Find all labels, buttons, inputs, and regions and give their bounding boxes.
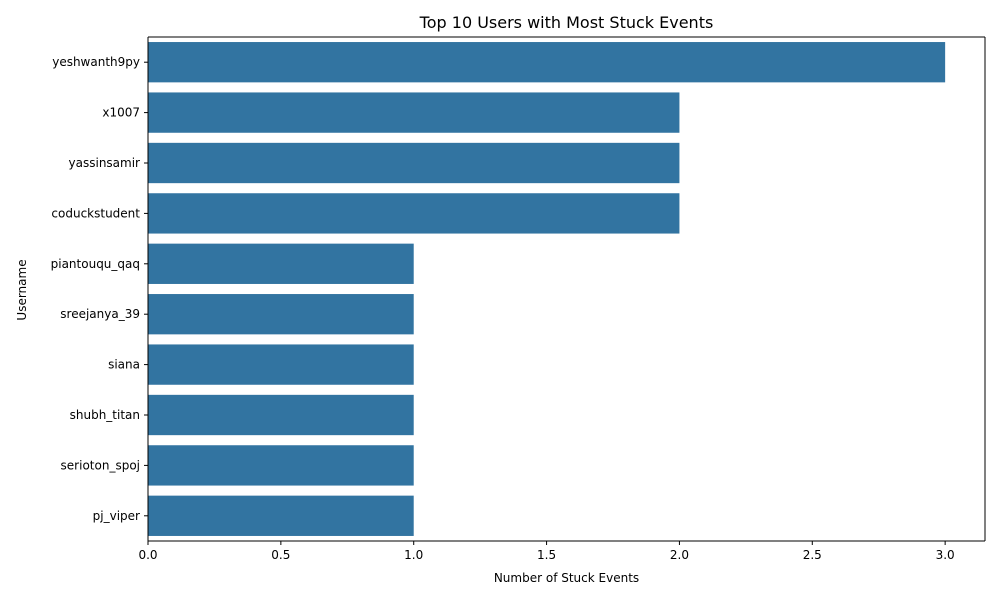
bar-shubh_titan <box>148 394 414 436</box>
y-tick-label: yeshwanth9py <box>52 55 140 69</box>
axis-spines <box>147 36 986 542</box>
y-tick-label: pj_viper <box>93 509 140 523</box>
x-tick-label: 0.5 <box>271 548 290 562</box>
chart-title: Top 10 Users with Most Stuck Events <box>419 13 714 32</box>
bar-sreejanya_39 <box>148 294 414 335</box>
bar-piantouqu_qaq <box>148 243 414 284</box>
bar-coduckstudent <box>148 193 680 234</box>
x-axis-ticks: 0.0 0.5 1.0 1.5 2.0 2.5 3.0 <box>138 541 955 562</box>
y-tick-label: x1007 <box>102 106 140 120</box>
x-tick-label: 0.0 <box>138 548 157 562</box>
bar-yeshwanth9py <box>148 42 946 83</box>
bar-serioton_spoj <box>148 445 414 486</box>
y-tick-label: serioton_spoj <box>61 458 140 472</box>
x-tick-label: 2.0 <box>670 548 689 562</box>
y-tick-label: piantouqu_qaq <box>51 257 140 271</box>
x-tick-label: 1.5 <box>537 548 556 562</box>
y-axis-label: Username <box>15 259 29 320</box>
x-tick-label: 1.0 <box>404 548 423 562</box>
y-tick-label: shubh_titan <box>70 408 140 422</box>
bar-yassinsamir <box>148 142 680 184</box>
bar-pj_viper <box>148 495 414 536</box>
x-tick-label: 3.0 <box>936 548 955 562</box>
x-axis-label: Number of Stuck Events <box>494 571 639 585</box>
y-tick-label: coduckstudent <box>51 206 140 220</box>
x-tick-label: 2.5 <box>803 548 822 562</box>
y-tick-label: sreejanya_39 <box>60 307 140 321</box>
bar-siana <box>148 344 414 385</box>
y-tick-label: siana <box>108 358 140 372</box>
bars-group <box>148 42 946 536</box>
y-tick-label: yassinsamir <box>69 156 141 170</box>
bar-x1007 <box>148 92 680 133</box>
y-axis-ticks: yeshwanth9py x1007 yassinsamir coduckstuden… <box>51 55 148 523</box>
